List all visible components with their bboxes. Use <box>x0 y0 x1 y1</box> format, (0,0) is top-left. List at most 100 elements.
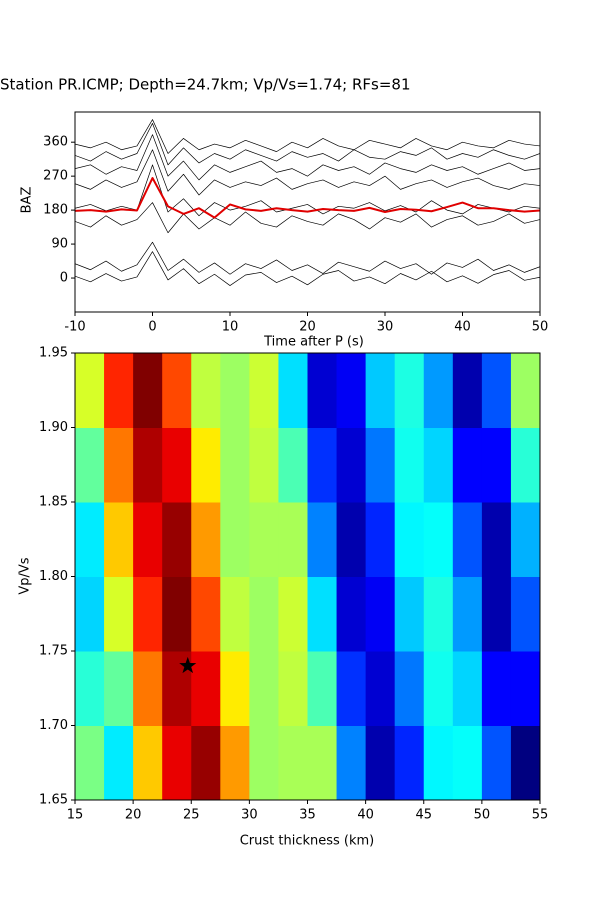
heat-cell <box>133 353 163 428</box>
heat-cell <box>423 353 454 428</box>
heat-cell <box>220 725 250 801</box>
trace-line <box>75 122 540 166</box>
heat-cell <box>104 353 134 428</box>
heat-cell <box>249 502 279 577</box>
heat-cell <box>104 427 134 503</box>
heat-cell <box>510 502 541 577</box>
heat-cell <box>133 651 163 726</box>
trace-line <box>75 241 540 275</box>
y-tick-label: 1.80 <box>39 569 68 584</box>
heat-cell <box>75 576 105 652</box>
heat-cell <box>481 725 512 801</box>
heat-cell <box>481 353 512 428</box>
heat-cell <box>191 502 221 577</box>
y-axis-label: Vp/Vs <box>18 557 33 594</box>
heat-cell <box>307 427 338 503</box>
x-axis-label: Crust thickness (km) <box>240 834 375 849</box>
y-tick-label: 360 <box>43 135 68 150</box>
heat-cell <box>249 576 279 652</box>
heat-cell <box>307 725 338 801</box>
heat-cell <box>365 576 396 652</box>
y-tick-label: 1.90 <box>39 420 68 435</box>
chart-title: Station PR.ICMP; Depth=24.7km; Vp/Vs=1.7… <box>0 76 411 94</box>
heat-cell <box>162 725 192 801</box>
heat-cell <box>452 576 483 652</box>
heat-cell <box>220 427 250 503</box>
heat-cell <box>481 576 512 652</box>
heat-cell <box>510 651 541 726</box>
heat-cell <box>278 353 308 428</box>
x-tick-label: 40 <box>454 320 471 335</box>
stack-line <box>75 177 540 219</box>
heat-cell <box>336 427 367 503</box>
heat-cell <box>249 353 279 428</box>
heat-cell <box>75 725 105 801</box>
heat-cell <box>307 576 338 652</box>
heat-cell <box>249 427 279 503</box>
heat-cell <box>307 502 338 577</box>
x-tick-label: 40 <box>357 808 374 823</box>
y-tick-label: 1.75 <box>39 644 68 659</box>
heat-cell <box>162 427 192 503</box>
y-tick-label: 1.85 <box>39 495 68 510</box>
heat-cell <box>133 427 163 503</box>
heat-cell <box>75 427 105 503</box>
heat-cell <box>336 651 367 726</box>
heat-cell <box>104 725 134 801</box>
heat-cell <box>452 651 483 726</box>
heat-cell <box>278 576 308 652</box>
heat-cell <box>336 353 367 428</box>
x-tick-label: 45 <box>415 808 432 823</box>
heat-cell <box>423 502 454 577</box>
heat-cell <box>510 427 541 503</box>
heat-cell <box>220 502 250 577</box>
x-tick-label: 55 <box>532 808 549 823</box>
heat-cell <box>452 502 483 577</box>
x-axis-label: Time after P (s) <box>263 335 364 350</box>
heat-cell <box>423 651 454 726</box>
heat-cell <box>510 725 541 801</box>
heat-cell <box>394 651 425 726</box>
heat-cell <box>510 576 541 652</box>
heat-cell <box>75 353 105 428</box>
heat-cell <box>452 427 483 503</box>
heat-cell <box>249 725 279 801</box>
heat-cell <box>394 353 425 428</box>
y-tick-label: 180 <box>43 203 68 218</box>
heat-cell <box>191 353 221 428</box>
heat-cell <box>336 502 367 577</box>
heat-cell <box>307 353 338 428</box>
heat-cell <box>133 502 163 577</box>
x-tick-label: 35 <box>299 808 316 823</box>
heat-cell <box>162 576 192 652</box>
heat-cell <box>452 353 483 428</box>
trace-line <box>75 119 540 154</box>
trace-line <box>75 202 540 234</box>
heat-cell <box>220 353 250 428</box>
heat-cell <box>365 353 396 428</box>
x-tick-label: 20 <box>125 808 142 823</box>
heat-cell <box>394 427 425 503</box>
heat-cell <box>365 651 396 726</box>
y-tick-label: 1.65 <box>39 793 68 808</box>
heat-cell <box>104 576 134 652</box>
y-axis-label: BAZ <box>20 187 35 214</box>
heat-cell <box>365 427 396 503</box>
x-tick-label: 50 <box>532 320 549 335</box>
heat-cell <box>133 725 163 801</box>
heat-cell <box>423 576 454 652</box>
heat-cell <box>278 502 308 577</box>
heat-cell <box>278 725 308 801</box>
heat-cell <box>394 576 425 652</box>
heat-cell <box>365 725 396 801</box>
traces <box>75 119 540 286</box>
y-tick-label: 270 <box>43 169 68 184</box>
heat-cell <box>249 651 279 726</box>
heat-cell <box>423 725 454 801</box>
heat-cell <box>394 502 425 577</box>
heat-cell <box>481 651 512 726</box>
trace-line <box>75 251 540 286</box>
heat-cell <box>191 651 221 726</box>
heat-cell <box>336 725 367 801</box>
